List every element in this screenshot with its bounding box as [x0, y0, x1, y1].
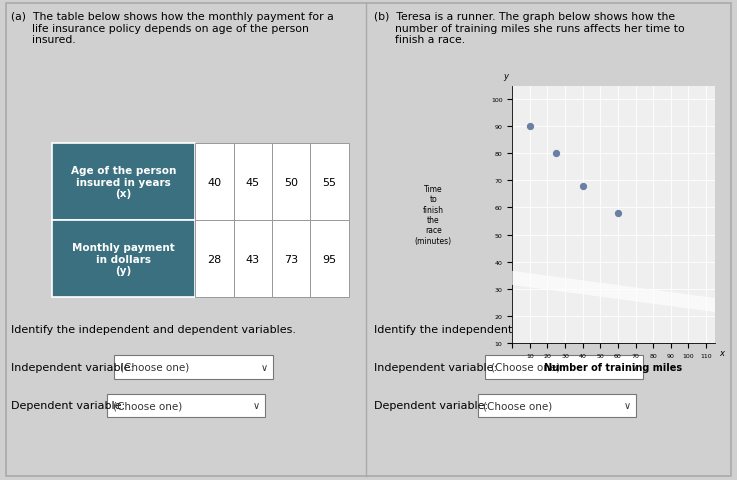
Bar — [272, 144, 310, 221]
Text: ∨: ∨ — [253, 401, 260, 410]
Text: 45: 45 — [245, 178, 260, 187]
Bar — [478, 394, 636, 417]
Bar — [310, 144, 349, 221]
Text: Monthly payment
in dollars
(y): Monthly payment in dollars (y) — [72, 242, 175, 276]
Point — [551, 150, 562, 158]
Text: y: y — [503, 72, 508, 81]
Y-axis label: Time
to
finish
the
race
(minutes): Time to finish the race (minutes) — [415, 184, 452, 245]
Text: Independent variable:: Independent variable: — [374, 362, 497, 372]
Text: ∨: ∨ — [631, 362, 638, 372]
Bar — [310, 221, 349, 298]
Text: 43: 43 — [245, 254, 260, 264]
Text: (a)  The table below shows how the monthly payment for a
      life insurance po: (a) The table below shows how the monthl… — [11, 12, 334, 45]
Text: 28: 28 — [207, 254, 222, 264]
Bar — [485, 356, 643, 379]
Text: (Choose one): (Choose one) — [491, 362, 560, 372]
Bar — [234, 221, 272, 298]
Bar — [234, 144, 272, 221]
Text: Identify the independent and dependent variables.: Identify the independent and dependent v… — [374, 324, 660, 334]
Text: ∨: ∨ — [624, 401, 631, 410]
Text: Independent variable:: Independent variable: — [11, 362, 134, 372]
Point — [524, 123, 536, 131]
Text: (b)  Teresa is a runner. The graph below shows how the
      number of training : (b) Teresa is a runner. The graph below … — [374, 12, 685, 45]
Text: 40: 40 — [207, 178, 222, 187]
Bar — [52, 144, 195, 221]
X-axis label: Number of training miles: Number of training miles — [545, 362, 682, 372]
Bar — [195, 144, 234, 221]
Text: 55: 55 — [323, 178, 336, 187]
Text: (Choose one): (Choose one) — [120, 362, 189, 372]
Bar — [114, 356, 273, 379]
Text: Identify the independent and dependent variables.: Identify the independent and dependent v… — [11, 324, 296, 334]
Text: Dependent variable:: Dependent variable: — [374, 401, 489, 410]
Bar — [52, 221, 195, 298]
Text: x: x — [719, 348, 724, 357]
Text: (Choose one): (Choose one) — [113, 401, 182, 410]
Text: (Choose one): (Choose one) — [483, 401, 553, 410]
Bar — [107, 394, 265, 417]
Text: 50: 50 — [284, 178, 298, 187]
Point — [577, 182, 589, 190]
Text: Dependent variable:: Dependent variable: — [11, 401, 125, 410]
Text: 73: 73 — [284, 254, 298, 264]
Bar — [195, 221, 234, 298]
Text: 95: 95 — [322, 254, 337, 264]
Text: Age of the person
insured in years
(x): Age of the person insured in years (x) — [71, 166, 176, 199]
Point — [612, 210, 624, 217]
Text: ∨: ∨ — [260, 362, 268, 372]
Bar — [272, 221, 310, 298]
